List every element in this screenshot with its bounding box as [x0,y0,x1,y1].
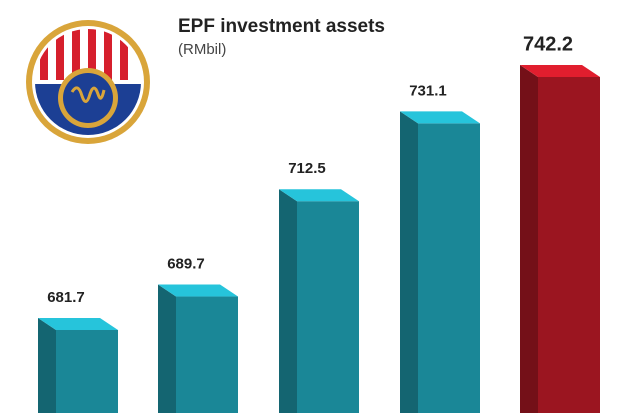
bar-side [400,111,418,413]
value-label: 681.7 [47,289,85,306]
bar-side [279,189,297,413]
bar-top [279,189,359,202]
value-label: 742.2 [523,33,573,55]
bar [418,123,480,413]
bar [56,330,118,413]
bar-side [520,65,538,413]
bar [538,77,600,413]
bar-top [158,284,238,297]
bar-top [400,111,480,124]
logo [26,20,150,144]
chart-title: EPF investment assets [178,16,385,37]
value-label: 731.1 [409,82,447,99]
bar [176,296,238,413]
bar-top [520,65,600,77]
bar [297,201,359,413]
bar-side [38,318,56,413]
value-label: 712.5 [288,160,326,177]
bar-top [38,318,118,330]
bar-side [158,284,176,413]
value-label: 689.7 [167,256,205,273]
chart-subtitle: (RMbil) [178,41,226,58]
